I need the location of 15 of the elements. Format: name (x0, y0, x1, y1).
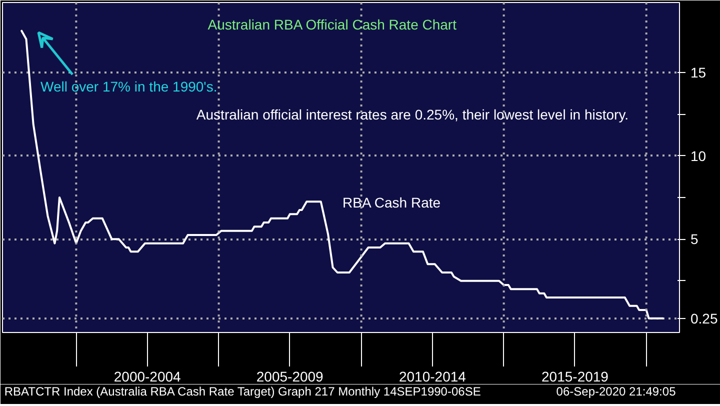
y-tick-label: 0.25 (690, 310, 718, 326)
y-tick-label: 15 (690, 64, 706, 80)
text: RBATCTR Index (Australia RBA Cash Rate Target) Graph 217 Monthly 14SEP1990-06SE (4, 384, 481, 398)
text: 06-Sep-2020 21:49:05 (556, 384, 676, 398)
y-tick-label: 5 (690, 231, 698, 248)
x-tick-label: 2005-2009 (256, 368, 324, 384)
annotation: Well over 17% in the 1990's. (40, 78, 218, 94)
annotation: Australian official interest rates are 0.25%, their lowest level in history. (196, 106, 629, 122)
text: Australian RBA Official Cash Rate Chart (208, 16, 457, 32)
line-series (20, 30, 664, 320)
x-tick-label: 2000-2004 (114, 368, 182, 384)
x-tick-label: 2010-2014 (399, 368, 466, 384)
y-tick-label: 10 (690, 148, 706, 164)
x-tick-label: 2015-2019 (542, 368, 609, 384)
series-label: RBA Cash Rate (342, 194, 441, 210)
